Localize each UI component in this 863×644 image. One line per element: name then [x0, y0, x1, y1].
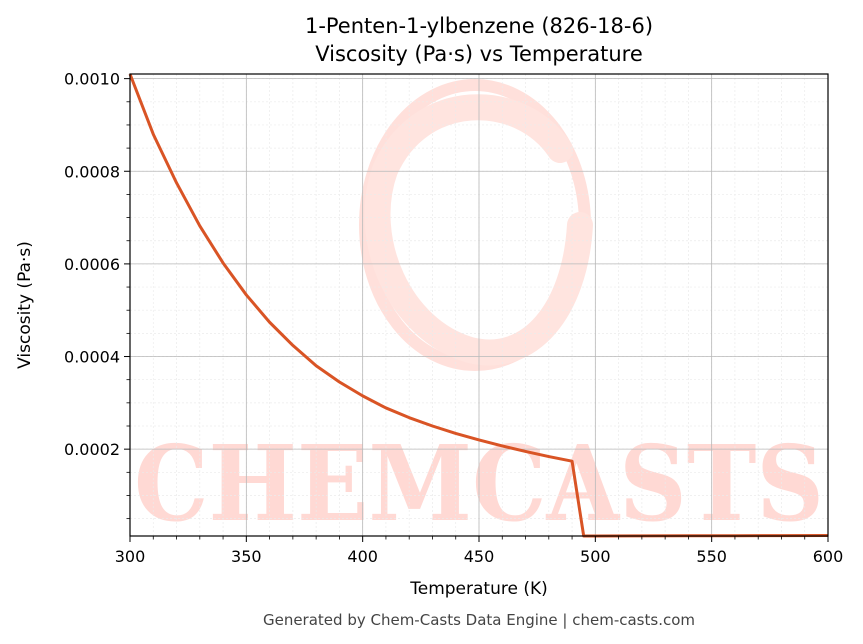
footer-text: Generated by Chem-Casts Data Engine | ch…	[263, 611, 695, 629]
watermark-swirl	[364, 94, 593, 366]
chart-title: 1-Penten-1-ylbenzene (826-18-6)	[305, 14, 653, 38]
y-axis-ticks: 0.0002 0.0004 0.0006 0.0008 0.0010	[64, 70, 130, 520]
y-tick-label: 0.0004	[64, 348, 120, 367]
y-tick-label: 0.0008	[64, 162, 120, 181]
y-tick-label: 0.0006	[64, 255, 120, 274]
x-tick-label: 550	[696, 547, 727, 566]
x-axis-ticks: 300 350 400 450 500 550 600	[115, 536, 844, 566]
y-tick-label: 0.0010	[64, 70, 120, 89]
y-tick-label: 0.0002	[64, 440, 120, 459]
x-tick-label: 350	[231, 547, 262, 566]
x-tick-label: 300	[115, 547, 146, 566]
x-tick-label: 500	[580, 547, 611, 566]
x-tick-label: 450	[464, 547, 495, 566]
x-axis-label: Temperature (K)	[409, 579, 548, 599]
chart-subtitle: Viscosity (Pa·s) vs Temperature	[315, 42, 643, 66]
y-axis-label: Viscosity (Pa·s)	[15, 241, 35, 369]
x-tick-label: 400	[347, 547, 378, 566]
x-tick-label: 600	[813, 547, 844, 566]
